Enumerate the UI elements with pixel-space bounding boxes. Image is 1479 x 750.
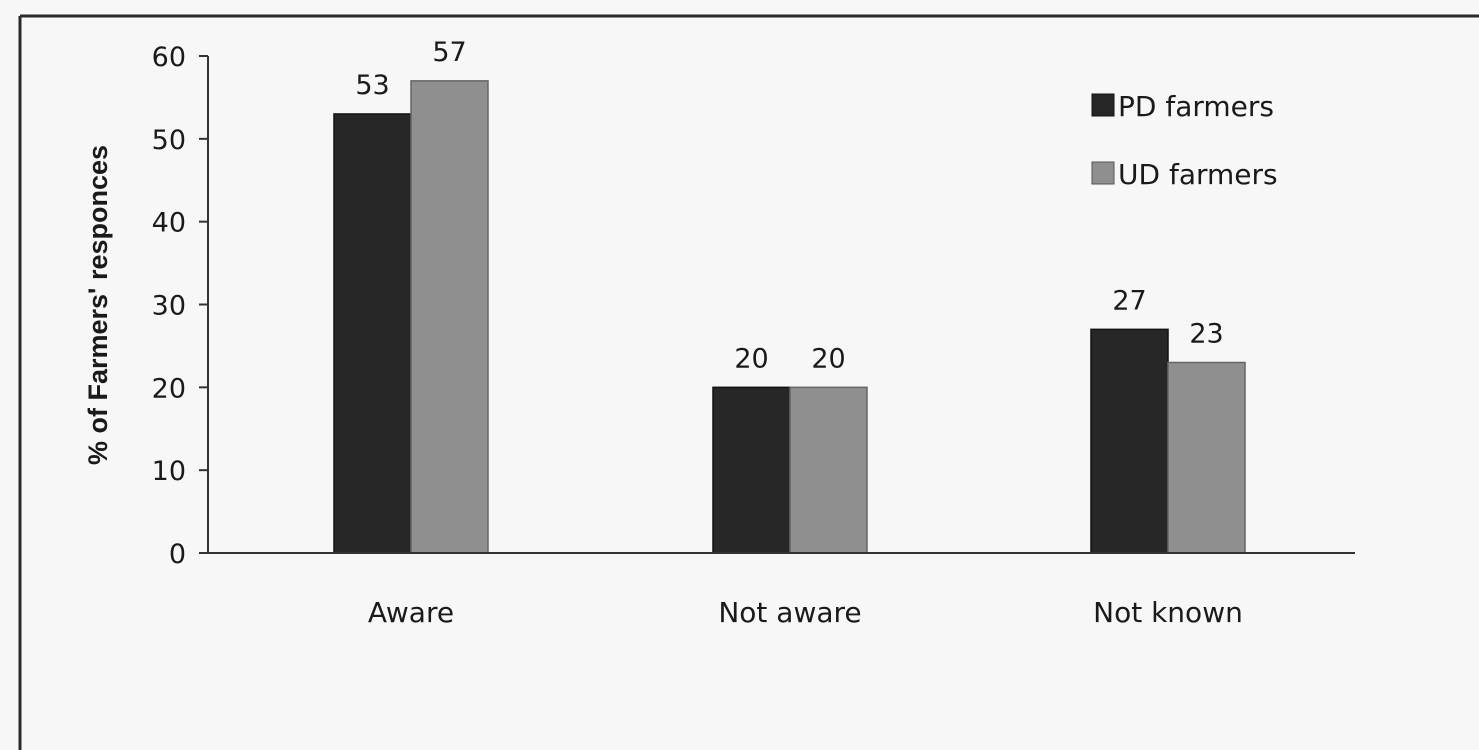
y-tick-label-10: 10 — [152, 456, 186, 487]
legend-label-pd-farmers: PD farmers — [1118, 90, 1274, 123]
x-tick-label-not-aware: Not aware — [718, 596, 861, 629]
bars-layer — [333, 80, 1246, 554]
y-tick-label-20: 20 — [152, 373, 186, 404]
bar-ud-farmers-aware — [410, 80, 489, 554]
legend-swatch-ud-farmers — [1091, 161, 1115, 185]
y-axis-title: % of Farmers' responces — [83, 145, 113, 465]
data-label-ud-farmers-aware: 57 — [432, 37, 466, 68]
data-label-ud-farmers-not-known: 23 — [1189, 318, 1223, 349]
bar-pd-farmers-not-known — [1090, 328, 1169, 554]
x-tick-label-not-known: Not known — [1093, 596, 1243, 629]
y-tick-label-0: 0 — [169, 539, 186, 570]
data-label-pd-farmers-not-aware: 20 — [734, 343, 768, 374]
x-tick-label-aware: Aware — [368, 596, 454, 629]
y-tick-label-30: 30 — [152, 291, 186, 322]
bar-ud-farmers-not-known — [1167, 361, 1246, 554]
axes-layer — [199, 55, 1355, 554]
data-label-pd-farmers-not-known: 27 — [1112, 285, 1146, 316]
y-tick-label-50: 50 — [152, 125, 186, 156]
legend-swatch-pd-farmers — [1091, 93, 1115, 117]
legend: PD farmers UD farmers — [1091, 90, 1278, 191]
data-label-ud-farmers-not-aware: 20 — [811, 343, 845, 374]
bar-ud-farmers-not-aware — [789, 386, 868, 554]
labels-layer: 53 57 Aware 20 20 Not aware 27 23 Not known 0 10 20… — [152, 37, 1243, 629]
bar-pd-farmers-aware — [333, 113, 412, 554]
data-label-pd-farmers-aware: 53 — [355, 70, 389, 101]
legend-label-ud-farmers: UD farmers — [1118, 158, 1278, 191]
y-tick-label-40: 40 — [152, 208, 186, 239]
y-tick-label-60: 60 — [152, 42, 186, 73]
bar-pd-farmers-not-aware — [712, 386, 791, 554]
